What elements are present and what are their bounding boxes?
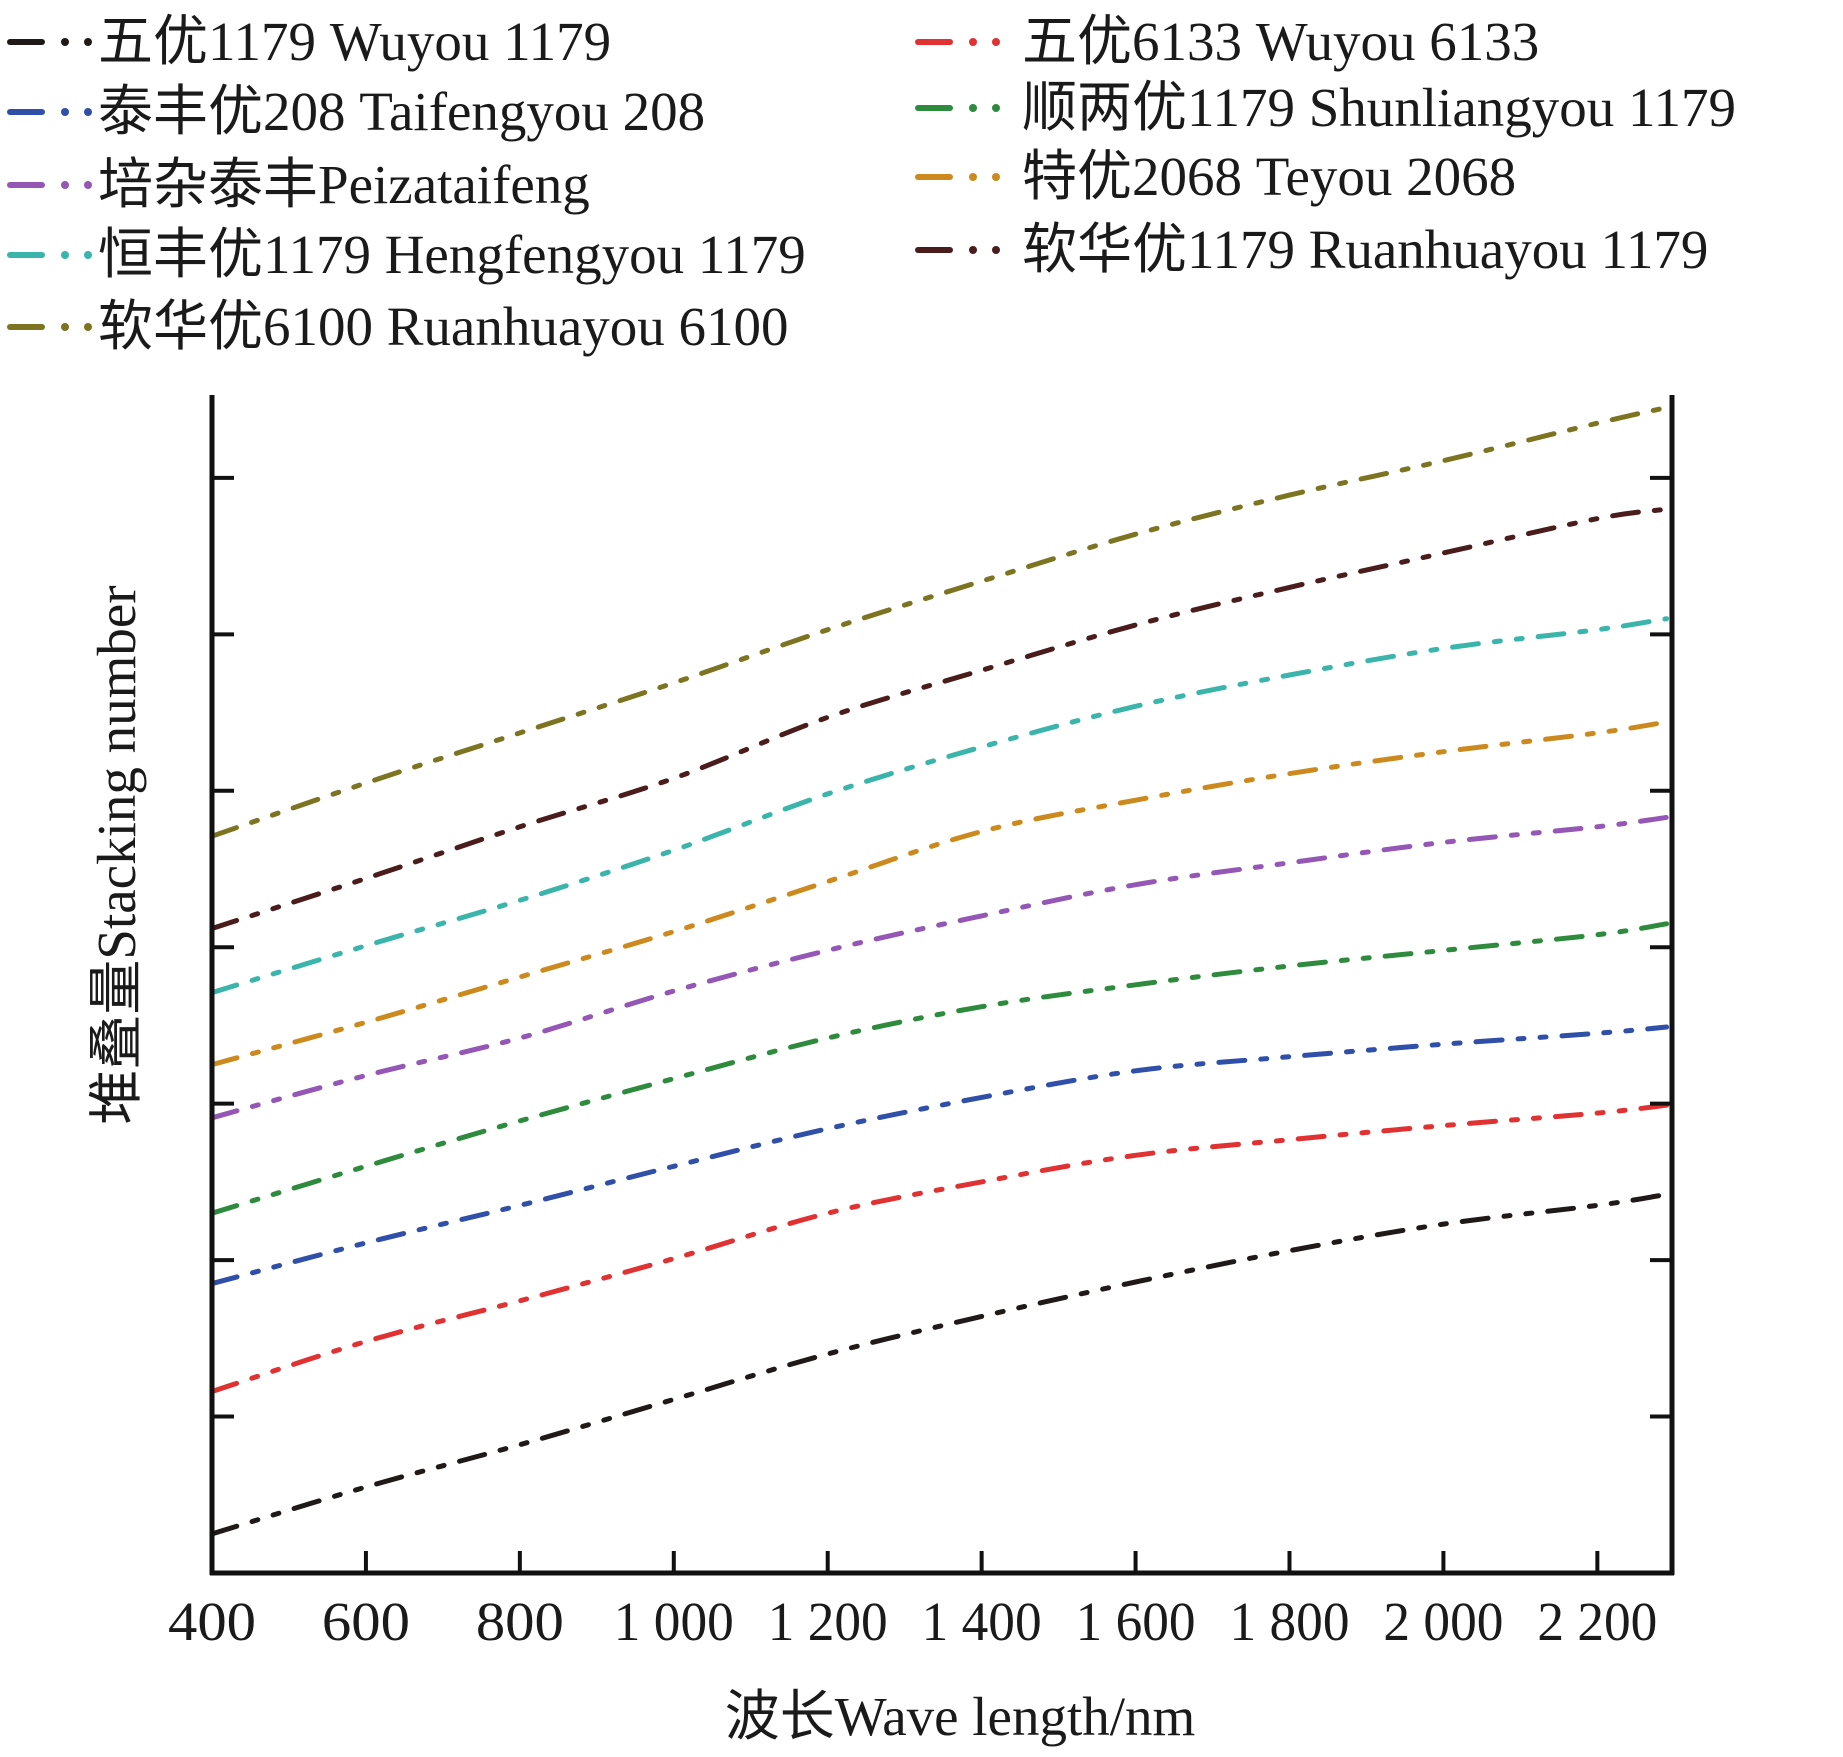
legend-swatch-dot — [84, 108, 92, 116]
legend-swatch-dot — [969, 104, 977, 112]
x-axis-title: 波长Wave length/nm — [725, 1686, 1196, 1747]
legend-item: 培杂泰丰Peizataifeng — [7, 154, 590, 215]
legend-label: 五优6133 Wuyou 6133 — [1022, 11, 1539, 72]
legend-swatch-dot — [84, 38, 92, 46]
legend-item: 五优1179 Wuyou 1179 — [7, 11, 611, 72]
y-axis-title: 堆叠量Stacking number — [86, 585, 147, 1124]
legend-item: 恒丰优1179 Hengfengyou 1179 — [7, 224, 806, 285]
legend-label: 软华优1179 Ruanhuayou 1179 — [1022, 219, 1708, 280]
series-line-9 — [209, 506, 1670, 931]
legend-label: 五优1179 Wuyou 1179 — [98, 11, 611, 72]
x-tick-label: 1 400 — [922, 1591, 1042, 1652]
series-line-8 — [209, 719, 1670, 1068]
legend-swatch-dot — [969, 246, 977, 254]
legend-label: 软华优6100 Ruanhuayou 6100 — [98, 296, 789, 357]
x-tick-label: 1 200 — [768, 1591, 888, 1652]
x-tick-label: 1 600 — [1076, 1591, 1196, 1652]
series-line-6 — [209, 1102, 1670, 1394]
legend-swatch-dot — [61, 251, 69, 259]
legend-swatch-dot — [992, 246, 1000, 254]
legend-swatch-dot — [992, 104, 1000, 112]
legend-item: 顺两优1179 Shunliangyou 1179 — [915, 77, 1736, 138]
series-line-5 — [209, 405, 1670, 839]
legend-swatch-dot — [61, 323, 69, 331]
legend-label: 顺两优1179 Shunliangyou 1179 — [1022, 77, 1736, 138]
legend-label: 特优2068 Teyou 2068 — [1022, 146, 1516, 207]
x-tick-label: 600 — [322, 1591, 410, 1652]
x-tick-label: 400 — [168, 1591, 256, 1652]
series-line-7 — [209, 921, 1670, 1216]
x-tick-labels: 400 600 800 1 000 1 200 1 400 1 600 1 800 2 000 2… — [168, 1591, 1657, 1652]
legend-swatch-dot — [61, 108, 69, 116]
legend-swatch-dot — [61, 181, 69, 189]
x-tick-label: 1 000 — [614, 1591, 734, 1652]
legend-item: 软华优1179 Ruanhuayou 1179 — [915, 219, 1708, 280]
legend-swatch-dot — [84, 181, 92, 189]
legend-label: 泰丰优208 Taifengyou 208 — [98, 81, 705, 142]
x-tick-label: 800 — [476, 1591, 564, 1652]
axes-frame — [209, 395, 1675, 1576]
legend-swatch-dot — [992, 173, 1000, 181]
legend-label: 恒丰优1179 Hengfengyou 1179 — [98, 224, 806, 285]
series-line-2 — [209, 1024, 1670, 1287]
legend-swatch-dot — [84, 323, 92, 331]
legend-item: 泰丰优208 Taifengyou 208 — [7, 81, 705, 142]
legend-swatch-dot — [969, 173, 977, 181]
x-tick-label: 1 800 — [1229, 1591, 1349, 1652]
legend-swatch-dot — [992, 38, 1000, 46]
x-tick-label: 2 000 — [1383, 1591, 1503, 1652]
legend-label: 培杂泰丰Peizataifeng — [98, 154, 590, 215]
series-line-1 — [209, 1191, 1670, 1537]
legend-swatch-dot — [84, 251, 92, 259]
series-line-3 — [209, 814, 1670, 1121]
x-tick-label: 2 200 — [1537, 1591, 1657, 1652]
legend-item: 软华优6100 Ruanhuayou 6100 — [7, 296, 789, 357]
series-layer — [209, 405, 1670, 1537]
legend-item: 五优6133 Wuyou 6133 — [915, 11, 1539, 72]
axis-ticks — [212, 475, 1672, 1573]
legend-swatch-dot — [61, 38, 69, 46]
series-line-4 — [209, 616, 1670, 996]
legend-swatch-dot — [969, 38, 977, 46]
legend-item: 特优2068 Teyou 2068 — [915, 146, 1516, 207]
legend: 五优1179 Wuyou 1179 泰丰优208 Taifengyou 208 培杂… — [7, 11, 1736, 357]
